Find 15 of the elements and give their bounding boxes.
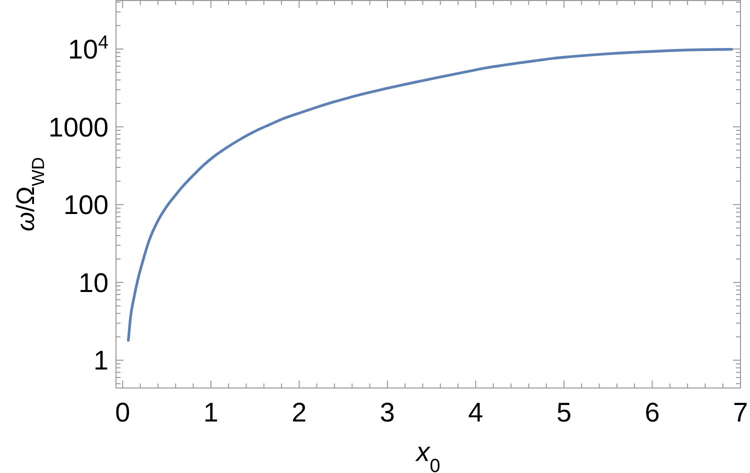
- y-tick-label: 100: [63, 190, 108, 220]
- x-tick-label: 2: [292, 398, 307, 428]
- x-tick-label: 3: [380, 398, 395, 428]
- y-tick-label: 10: [78, 268, 108, 298]
- x-tick-label: 5: [556, 398, 572, 428]
- x-tick-label: 6: [644, 398, 660, 428]
- x-tick-label: 4: [468, 398, 484, 428]
- x-tick-label: 0: [115, 398, 130, 428]
- x-axis-title: x$_{0}$: [414, 437, 440, 473]
- y-tick-label: 1000: [48, 112, 108, 142]
- x-tick-label: 7: [732, 398, 748, 428]
- line-series: [127, 48, 734, 342]
- y-tick-label: 1: [93, 346, 108, 376]
- y-tick-label: 10$^{4}$: [68, 32, 108, 64]
- x-tick-label: 1: [203, 398, 218, 428]
